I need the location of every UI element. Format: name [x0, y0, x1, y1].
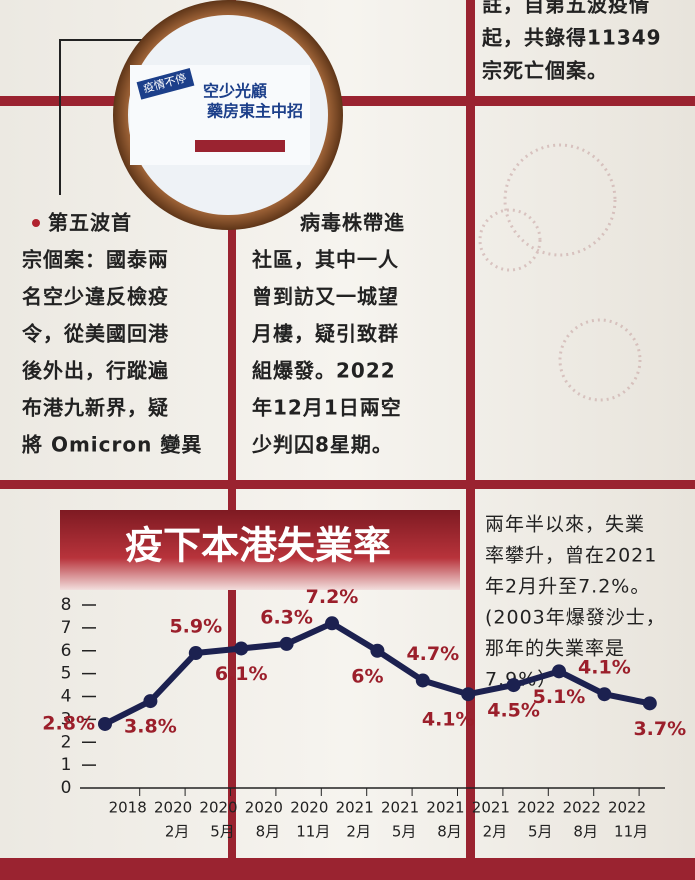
chart-note: (2003年爆發沙士，	[485, 607, 666, 629]
chart-note: 率攀升，曾在2021	[485, 545, 657, 567]
data-point	[415, 673, 430, 688]
x-tick-label: 5月	[528, 823, 553, 841]
data-label: 2.8%	[42, 712, 95, 734]
x-tick-label: 2月	[346, 823, 371, 841]
data-point	[642, 696, 657, 711]
article-text: 後外出，行蹤遍	[22, 359, 169, 383]
x-tick-label: 2022	[517, 799, 555, 817]
article-text: 第五波首	[48, 211, 132, 235]
virus-decoration	[478, 143, 642, 402]
data-point	[370, 643, 385, 658]
x-tick-label: 8月	[256, 823, 281, 841]
data-point	[143, 694, 158, 709]
chart-note: 兩年半以來，失業	[485, 514, 645, 536]
x-tick-label: 2020	[245, 799, 283, 817]
bullet	[32, 219, 40, 227]
data-label: 6.1%	[215, 663, 268, 685]
article-text: 少判囚8星期。	[251, 433, 393, 457]
y-tick-label: 4	[61, 687, 72, 707]
x-tick-label: 8月	[437, 823, 462, 841]
data-label: 5.9%	[169, 616, 222, 638]
x-tick-label: 2020	[154, 799, 192, 817]
article-text: 名空少違反檢疫	[22, 285, 169, 309]
x-tick-label: 2022	[608, 799, 646, 817]
x-tick-label: 2月	[165, 823, 190, 841]
article-text: 布港九新界，疑	[22, 396, 169, 420]
x-tick-label: 8月	[573, 823, 598, 841]
inset-headline: 藥房東主中招	[206, 102, 303, 121]
data-label: 7.2%	[306, 586, 359, 608]
x-tick-label: 5月	[392, 823, 417, 841]
article-text: 組爆發。2022	[252, 359, 396, 383]
data-point	[506, 678, 521, 693]
y-tick-label: 7	[61, 618, 72, 638]
x-tick-label: 2018	[109, 799, 147, 817]
x-tick-label: 11月	[614, 823, 648, 841]
article-text: 註，自第五波疫情	[482, 0, 650, 17]
chart-title: 疫下本港失業率	[125, 524, 391, 568]
y-tick-label: 1	[61, 755, 72, 775]
x-tick-label: 2021	[426, 799, 464, 817]
y-tick-label: 2	[61, 732, 72, 752]
inset-image: 疫情不停 空少光顧 藥房東主中招	[113, 0, 343, 230]
x-tick-label: 2021	[336, 799, 374, 817]
data-point	[597, 687, 612, 702]
data-label: 4.5%	[487, 700, 540, 722]
x-tick-label: 2021	[472, 799, 510, 817]
data-point	[461, 687, 476, 702]
chart-note: 那年的失業率是	[485, 638, 625, 660]
x-tick-label: 2022	[563, 799, 601, 817]
data-point	[98, 716, 112, 731]
y-tick-label: 8	[61, 595, 72, 615]
article-text: 病毒株帶進	[300, 211, 405, 235]
y-tick-label: 6	[61, 641, 72, 661]
x-tick-label: 11月	[296, 823, 330, 841]
data-label: 4.7%	[406, 643, 459, 665]
inset-headline: 空少光顧	[203, 82, 267, 101]
x-tick-label: 5月	[210, 823, 235, 841]
article-text: 年12月1日兩空	[252, 396, 402, 420]
chart-banner	[60, 510, 460, 590]
data-label: 4.1%	[578, 657, 631, 679]
data-point	[234, 641, 249, 656]
data-label: 4.1%	[422, 709, 475, 731]
data-label: 5.1%	[533, 686, 586, 708]
y-tick-label: 0	[61, 778, 72, 798]
x-tick-label: 2020	[290, 799, 328, 817]
chart-note: 年2月升至7.2%。	[485, 576, 650, 598]
article-text: 月樓，疑引致群	[251, 322, 399, 346]
y-tick-label: 5	[61, 664, 72, 684]
data-point	[279, 636, 294, 651]
article-text: 曾到訪又一城望	[252, 285, 399, 309]
article-text: 起，共錄得11349	[481, 26, 662, 50]
article-text: 令，從美國回港	[22, 322, 169, 346]
data-point	[552, 664, 566, 679]
data-point	[325, 616, 339, 631]
data-label: 3.8%	[124, 716, 177, 738]
data-label: 6%	[351, 665, 383, 687]
data-point	[188, 646, 203, 661]
x-tick-label: 2020	[199, 799, 237, 817]
article-text: 宗個案：國泰兩	[22, 248, 169, 272]
data-label: 3.7%	[633, 718, 686, 740]
article-text: 社區，其中一人	[251, 248, 399, 272]
x-tick-label: 2月	[483, 823, 508, 841]
data-label: 6.3%	[260, 606, 313, 628]
y-tick-label: 3	[61, 709, 72, 729]
article-text: 將 Omicron 變異	[22, 433, 202, 457]
x-tick-label: 2021	[381, 799, 419, 817]
article-text: 宗死亡個案。	[482, 59, 608, 83]
